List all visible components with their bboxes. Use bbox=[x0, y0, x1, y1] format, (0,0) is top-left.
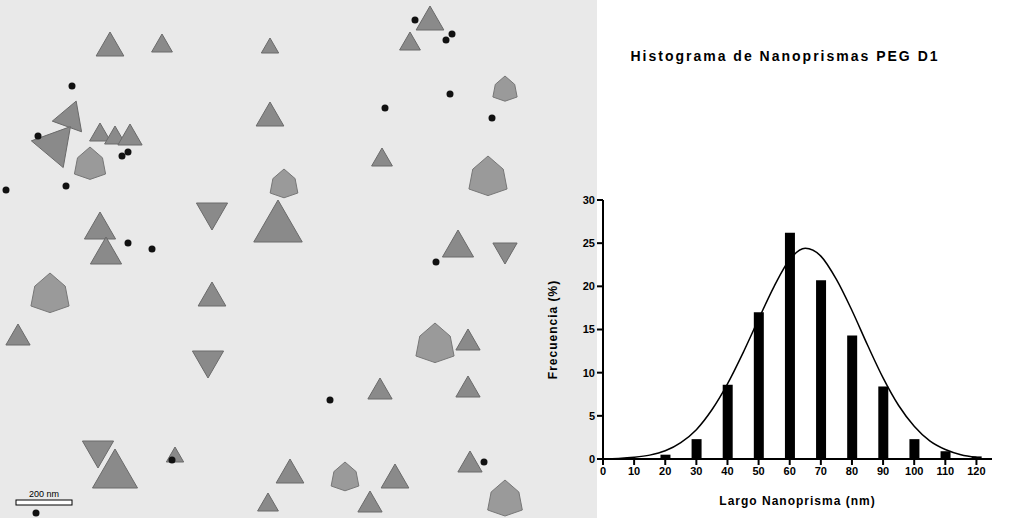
svg-text:10: 10 bbox=[583, 367, 595, 379]
svg-text:200 nm: 200 nm bbox=[29, 489, 59, 499]
svg-text:Largo Nanoprisma (nm): Largo Nanoprisma (nm) bbox=[719, 494, 875, 508]
html-text:Histograma de Nanoprismas PEG: Histograma de Nanoprismas PEG D1 bbox=[630, 48, 940, 64]
svg-text:25: 25 bbox=[583, 237, 595, 249]
svg-text:Frecuencia (%): Frecuencia (%) bbox=[546, 280, 560, 379]
svg-text:30: 30 bbox=[583, 194, 595, 206]
svg-text:0: 0 bbox=[600, 465, 606, 477]
svg-text:50: 50 bbox=[752, 465, 764, 477]
svg-text:5: 5 bbox=[589, 410, 595, 422]
svg-text:40: 40 bbox=[721, 465, 733, 477]
svg-text:20: 20 bbox=[659, 465, 671, 477]
svg-text:60: 60 bbox=[784, 465, 796, 477]
svg-text:120: 120 bbox=[967, 465, 985, 477]
svg-text:110: 110 bbox=[936, 465, 954, 477]
svg-text:100: 100 bbox=[905, 465, 923, 477]
svg-text:30: 30 bbox=[690, 465, 702, 477]
svg-text:90: 90 bbox=[877, 465, 889, 477]
svg-text:15: 15 bbox=[583, 323, 595, 335]
svg-text:0: 0 bbox=[589, 453, 595, 465]
svg-text:70: 70 bbox=[815, 465, 827, 477]
svg-text:80: 80 bbox=[846, 465, 858, 477]
svg-text:20: 20 bbox=[583, 280, 595, 292]
svg-text:10: 10 bbox=[628, 465, 640, 477]
